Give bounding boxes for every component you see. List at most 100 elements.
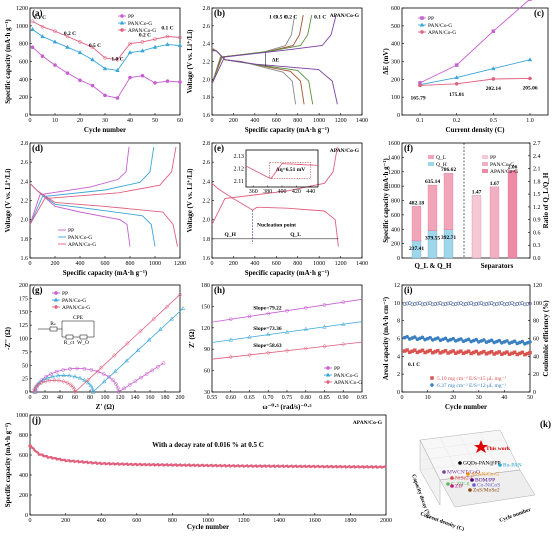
- y-tick-label: 1.8: [203, 237, 211, 243]
- data-point: [115, 96, 120, 100]
- comparison-label: ZIF: [455, 484, 463, 490]
- y-axis-title: -Z'' (Ω): [4, 326, 12, 350]
- data-point: [90, 83, 95, 88]
- coulombic-efficiency-point: [476, 301, 481, 306]
- data-point: [140, 48, 145, 53]
- comparison-point: [442, 470, 446, 474]
- data-point: [152, 44, 158, 49]
- data-point: [303, 326, 308, 331]
- circuit-rs: [49, 326, 58, 332]
- legend-swatch: [428, 155, 434, 159]
- panel-label: (d): [32, 143, 43, 153]
- slope-label: Slope=58.63: [253, 343, 282, 349]
- charge-curve-APAN/Co-G: [29, 146, 177, 225]
- panel-title: APAN/Co-G: [353, 420, 383, 426]
- fit-line: [33, 294, 181, 393]
- coulombic-efficiency-point: [487, 301, 491, 306]
- coulombic-efficiency-point: [497, 301, 502, 306]
- legend-entry: PP: [68, 228, 74, 234]
- comparison-label: BOM/PP: [475, 478, 495, 484]
- x-tick-label: 80: [87, 395, 93, 401]
- data-point: [65, 34, 70, 39]
- comparison-label: Ru-PAN: [503, 463, 522, 469]
- fit-line-APAN/Co-G: [211, 341, 363, 360]
- data-point: [418, 83, 422, 88]
- circuit-label: Rₛ: [50, 321, 56, 327]
- coulombic-efficiency-point: [451, 302, 456, 307]
- y-tick-label: 90: [204, 347, 210, 353]
- legend-marker: [120, 28, 124, 32]
- legend-entry: 6.37 mg cm⁻² E/S=12 μL mg⁻¹: [437, 383, 506, 389]
- legend-entry: PP: [490, 155, 496, 161]
- y-axis-title: Cycle number: [499, 507, 533, 524]
- discharge-curve-0.2 C: [211, 49, 314, 105]
- comparison-point: [466, 472, 470, 476]
- series-line-PAN/Co-G: [419, 59, 531, 86]
- y-tick-label: 600: [391, 213, 400, 219]
- y-tick-label: 2.8: [203, 6, 211, 12]
- data-point: [53, 29, 57, 34]
- inset-y-tick-label: 2.11: [234, 179, 244, 185]
- y-tick-label: 400: [19, 473, 28, 479]
- data-point: [247, 334, 252, 339]
- circuit-rct: [65, 334, 74, 340]
- y-tick-label: 125: [19, 323, 28, 329]
- data-point: [115, 57, 120, 62]
- data-point: [491, 29, 496, 33]
- ratio-bar: [471, 195, 482, 259]
- ratio-value-label: 1.47: [472, 189, 482, 195]
- data-point: [528, 0, 532, 1]
- inset-highlight-box: [269, 162, 312, 179]
- legend-entry: PP: [128, 14, 134, 20]
- panel-title: APAN/Co-G: [330, 148, 360, 154]
- y2-tick-label: 1.2: [533, 205, 541, 211]
- y-tick-label: 2.8: [21, 141, 29, 147]
- legend-marker: [325, 379, 331, 385]
- data-point: [40, 54, 45, 59]
- group-label: Q_L & Q_H: [415, 262, 453, 270]
- y-tick-label: 1.6: [21, 256, 29, 262]
- inset-y-tick-label: 2.13: [234, 154, 245, 160]
- coulombic-efficiency-point: [433, 302, 438, 306]
- x-tick-label: 0.80: [301, 395, 312, 401]
- inset-x-tick-label: 380: [263, 189, 272, 195]
- comparison-label: NiSe2-C: [455, 476, 475, 482]
- data-point: [322, 324, 327, 329]
- data-point: [228, 337, 233, 342]
- x-axis-title: Cycle number: [187, 523, 229, 531]
- nyquist-point: [111, 378, 115, 383]
- y-tick-label: 150: [201, 304, 210, 310]
- y-tick-label: 600: [391, 6, 400, 12]
- circuit-wo: [79, 334, 88, 340]
- legend-entry: PP: [428, 16, 434, 22]
- coulombic-efficiency-point: [505, 302, 509, 306]
- coulombic-efficiency-point: [464, 302, 468, 306]
- x-axis-title: ω⁻⁰·⁵ (rad/s)⁻⁰·⁵: [262, 403, 311, 411]
- x-tick-label: 600: [132, 518, 141, 524]
- annotation-text: Nucleation point: [257, 222, 296, 228]
- y-tick-label: 400: [391, 227, 400, 233]
- x-tick-label: 0.1: [416, 118, 424, 124]
- y-tick-label: 100: [391, 95, 400, 101]
- nyquist-point: [54, 369, 59, 374]
- y-tick-label: 180: [201, 283, 210, 289]
- nyquist-point: [144, 372, 149, 376]
- y-tick-label: 2.2: [21, 199, 29, 205]
- data-point: [103, 93, 107, 98]
- data-point: [102, 66, 108, 71]
- y2-tick-label: 0.6: [533, 230, 541, 236]
- legend-entry: Q_H: [436, 162, 447, 168]
- ql-value-label: 635.14: [425, 179, 440, 185]
- nyquist-point: [114, 382, 118, 386]
- x-tick-label: 0: [211, 261, 214, 267]
- y-tick-label: 100: [19, 337, 28, 343]
- coulombic-efficiency-point: [466, 301, 471, 306]
- floor: [439, 469, 536, 508]
- coulombic-efficiency-point: [471, 302, 476, 307]
- x-tick-label: 200: [176, 395, 185, 401]
- panel-label: (a): [32, 8, 43, 18]
- y-tick-label: 0: [25, 113, 28, 119]
- discharge-curve-0.1 C: [212, 50, 338, 105]
